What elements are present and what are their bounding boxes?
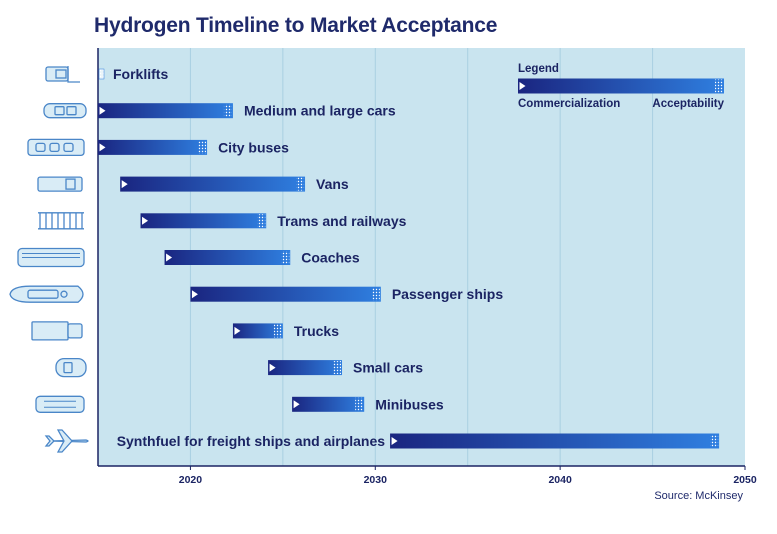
bar-medium-and-large-cars xyxy=(98,103,233,119)
bar-body xyxy=(190,286,381,302)
bar-body xyxy=(232,323,283,339)
acceptability-marker xyxy=(333,361,342,375)
coach-icon xyxy=(17,247,85,268)
forklift-icon xyxy=(45,66,80,83)
minibus-icon xyxy=(35,395,85,413)
bar-city-buses xyxy=(98,139,208,155)
category-label: Minibuses xyxy=(375,396,444,412)
commercialization-marker xyxy=(99,143,106,152)
commercialization-marker xyxy=(142,216,149,225)
commercialization-marker xyxy=(191,290,198,299)
commercialization-marker xyxy=(166,253,173,262)
bar-body xyxy=(390,433,720,449)
acceptability-marker xyxy=(273,324,282,338)
bar-synthfuel-for-freight-ships-and-airplanes xyxy=(390,433,720,449)
commercialization-marker xyxy=(121,180,128,189)
bar-body xyxy=(518,78,724,94)
category-label: Trucks xyxy=(294,323,339,339)
bar-passenger-ships xyxy=(190,286,381,302)
bar-trams-and-railways xyxy=(140,213,267,229)
car-icon xyxy=(43,103,87,119)
x-tick-label: 2020 xyxy=(179,474,203,486)
x-tick-label: 2050 xyxy=(733,474,757,486)
legend-start-label: Commercialization xyxy=(518,98,620,110)
commercialization-marker xyxy=(519,82,526,90)
bar-coaches xyxy=(164,250,291,265)
category-label: Vans xyxy=(316,176,349,192)
acceptability-marker xyxy=(710,434,719,448)
acceptability-marker xyxy=(257,214,266,228)
category-label: Forklifts xyxy=(113,66,168,82)
category-label: City buses xyxy=(218,139,289,155)
category-label: Synthfuel for freight ships and airplane… xyxy=(117,433,386,449)
commercialization-marker xyxy=(234,326,241,335)
truck-icon xyxy=(31,321,83,341)
commercialization-marker xyxy=(293,400,300,409)
commercialization-marker xyxy=(269,363,276,372)
bar-body xyxy=(140,213,267,229)
legend-bar xyxy=(518,78,724,94)
legend-end-label: Acceptability xyxy=(652,98,724,110)
x-tick-label: 2040 xyxy=(548,474,572,486)
bar-forklifts xyxy=(98,68,105,80)
commercialization-marker xyxy=(391,437,398,445)
acceptability-marker xyxy=(296,177,305,191)
category-label: Passenger ships xyxy=(392,286,503,302)
bar-vans xyxy=(120,176,306,192)
acceptability-dots xyxy=(98,68,105,80)
category-label: Medium and large cars xyxy=(244,103,396,119)
category-label: Coaches xyxy=(301,250,360,266)
bar-body xyxy=(268,360,343,376)
bar-body xyxy=(292,396,365,412)
passenger-ship-icon xyxy=(9,285,84,303)
source-note: Source: McKinsey xyxy=(654,490,743,502)
tram-icon xyxy=(38,212,84,230)
acceptability-marker xyxy=(223,104,232,118)
acceptability-marker xyxy=(371,287,380,301)
city-bus-icon xyxy=(27,138,85,157)
acceptability-marker xyxy=(715,79,723,93)
legend-title: Legend xyxy=(518,63,559,75)
bar-body xyxy=(164,250,291,265)
category-label: Trams and railways xyxy=(277,213,406,229)
acceptability-marker xyxy=(281,251,290,264)
bar-body xyxy=(98,103,233,119)
small-car-icon xyxy=(55,357,87,378)
van-icon xyxy=(37,176,83,192)
bar-small-cars xyxy=(268,360,343,376)
category-label: Small cars xyxy=(353,360,423,376)
acceptability-marker xyxy=(355,397,364,411)
airplane-icon xyxy=(44,429,89,453)
acceptability-marker xyxy=(198,140,207,154)
bar-trucks xyxy=(232,323,283,339)
bar-minibuses xyxy=(292,396,365,412)
chart-title: Hydrogen Timeline to Market Acceptance xyxy=(94,14,498,37)
bar-body xyxy=(98,139,208,155)
bar-body xyxy=(120,176,306,192)
x-tick-label: 2030 xyxy=(364,474,388,486)
commercialization-marker xyxy=(99,106,106,115)
